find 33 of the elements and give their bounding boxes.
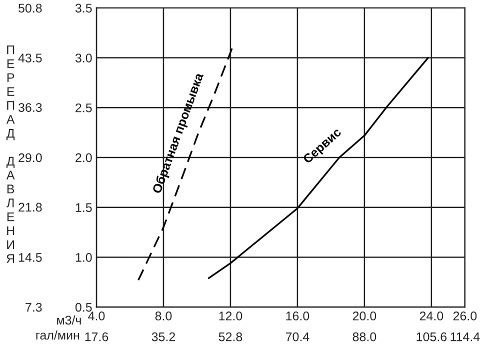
x2-axis-title: гал/мин <box>36 330 80 340</box>
x-tick-label: 20.0 <box>352 312 376 320</box>
y-tick-label: 1.0 <box>76 253 92 262</box>
x-axis-title: м3/ч <box>57 315 81 325</box>
y2-tick-label: 29.0 <box>18 153 42 162</box>
x2-tick-label: 114.4 <box>450 332 480 342</box>
y2-tick-label: 43.5 <box>18 54 42 62</box>
x-tick-label: 4.0 <box>88 312 105 320</box>
x-tick-label: 24.0 <box>420 312 444 320</box>
x2-tick-label: 52.8 <box>218 332 242 342</box>
text: ПЕРЕПАД ДАВЛЕНИЯ <box>6 46 15 263</box>
x-tick-label: 12.0 <box>219 312 242 320</box>
y-tick-label: 3.5 <box>75 4 92 13</box>
x2-tick-label: 105.6 <box>416 332 447 342</box>
y2-tick-label: 7.3 <box>26 302 42 312</box>
x2-tick-label: 70.4 <box>286 332 310 342</box>
x2-tick-label: 17.6 <box>85 332 108 342</box>
x-tick-label: 26.0 <box>453 312 477 320</box>
y-tick-label: 1.5 <box>76 203 92 212</box>
y2-tick-label: 50.8 <box>18 4 42 13</box>
y-tick-label: 2.5 <box>76 103 92 112</box>
line-series <box>208 56 429 279</box>
y2-tick-label: 36.3 <box>18 103 42 112</box>
x2-tick-label: 35.2 <box>152 332 176 342</box>
x-tick-label: 16.0 <box>286 312 310 320</box>
y2-tick-label: 21.8 <box>18 202 42 212</box>
y2-tick-label: 14.5 <box>18 253 42 262</box>
x2-tick-label: 88.0 <box>352 332 376 342</box>
line-series <box>138 46 234 281</box>
y-tick-label: 2.0 <box>76 153 92 162</box>
y-tick-label: 0.5 <box>75 302 92 312</box>
y-tick-label: 3.0 <box>75 54 92 62</box>
x-tick-label: 8.0 <box>155 312 172 320</box>
